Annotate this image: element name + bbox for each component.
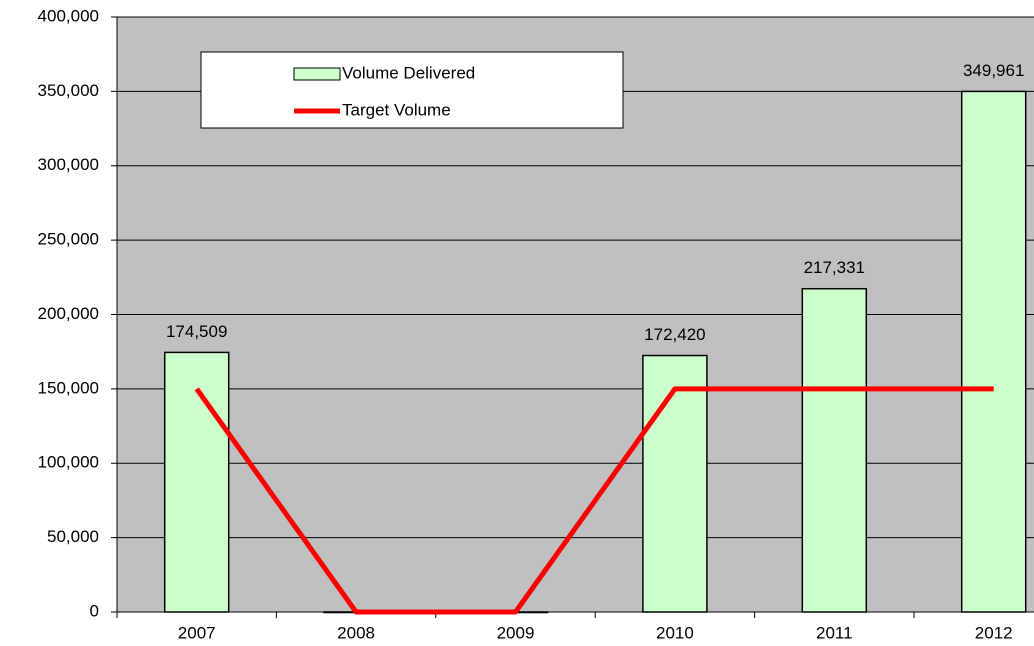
x-tick-label: 2011 xyxy=(816,623,853,642)
y-tick-label: 200,000 xyxy=(38,304,99,323)
legend-swatch xyxy=(293,67,341,81)
data-label: 349,961 xyxy=(963,61,1024,80)
y-tick-label: 400,000 xyxy=(38,6,99,25)
y-tick-label: 0 xyxy=(90,601,99,620)
bar xyxy=(642,354,708,613)
x-tick-label: 2010 xyxy=(656,623,694,642)
data-label: 174,509 xyxy=(166,322,227,341)
y-tick-label: 300,000 xyxy=(38,155,99,174)
x-tick-label: 2009 xyxy=(497,623,535,642)
legend-box xyxy=(200,51,624,129)
y-tick-label: 250,000 xyxy=(38,230,99,249)
data-label: 172,420 xyxy=(644,325,705,344)
bar xyxy=(960,90,1027,613)
line xyxy=(194,386,994,615)
x-tick-label: 2007 xyxy=(178,623,216,642)
data-label: 217,331 xyxy=(804,258,865,277)
bar xyxy=(801,287,868,613)
y-tick-label: 350,000 xyxy=(38,81,99,100)
x-tick-label: 2012 xyxy=(975,623,1013,642)
y-tick-label: 150,000 xyxy=(38,378,99,397)
x-tick-label: 2008 xyxy=(337,623,375,642)
y-tick-label: 100,000 xyxy=(38,453,99,472)
y-tick-label: 50,000 xyxy=(47,527,99,546)
bar xyxy=(163,351,230,613)
legend-label: Target Volume xyxy=(342,100,451,119)
legend-label: Volume Delivered xyxy=(342,63,475,82)
